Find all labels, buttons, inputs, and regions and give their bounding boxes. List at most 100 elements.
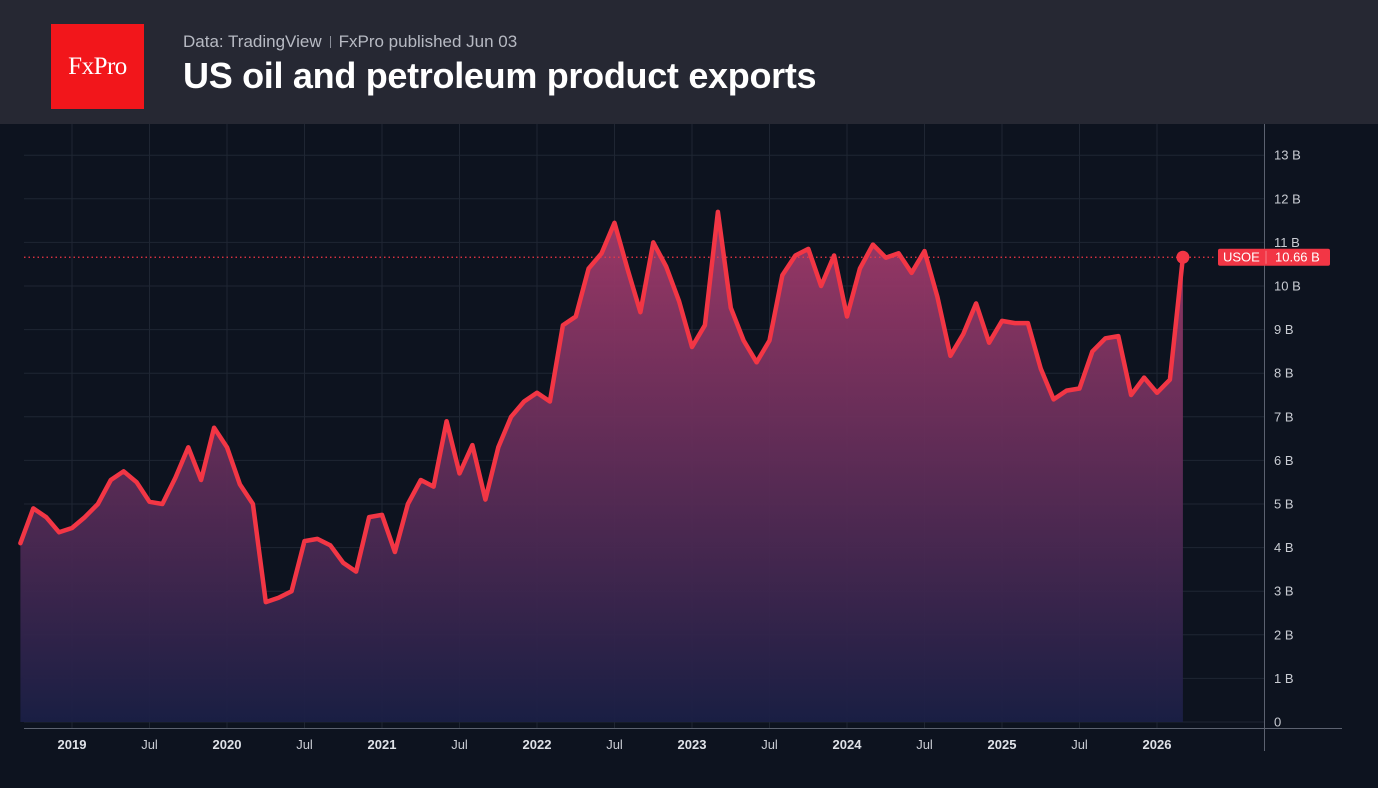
data-point xyxy=(884,256,887,259)
data-point xyxy=(807,248,810,250)
data-point xyxy=(1130,394,1132,396)
data-point xyxy=(523,400,525,403)
data-point xyxy=(691,346,693,348)
meta-separator xyxy=(329,36,331,48)
data-point xyxy=(1001,320,1003,322)
data-point xyxy=(290,590,293,592)
last-value-marker[interactable] xyxy=(1176,250,1190,264)
x-tick-label: Jul xyxy=(1071,737,1088,752)
x-tick-label: 2024 xyxy=(833,737,863,752)
data-point xyxy=(652,241,655,244)
publish-info: FxPro published Jun 03 xyxy=(338,32,518,51)
data-point xyxy=(174,477,177,479)
data-point xyxy=(729,307,732,309)
y-tick-label: 1 B xyxy=(1274,671,1294,686)
data-point xyxy=(587,267,590,270)
chart-meta: Data: TradingView FxPro published Jun 03 xyxy=(183,32,517,52)
x-tick-label: 2021 xyxy=(368,737,397,752)
data-point xyxy=(613,221,616,224)
data-point xyxy=(187,446,190,449)
data-point xyxy=(71,527,73,529)
data-point xyxy=(1027,322,1029,324)
data-point xyxy=(988,341,990,344)
x-tick-label: 2023 xyxy=(678,737,707,752)
data-point xyxy=(626,267,629,270)
data-point xyxy=(510,416,512,418)
data-point xyxy=(846,315,848,318)
data-point xyxy=(419,479,422,481)
data-point xyxy=(678,300,680,303)
y-tick-label: 4 B xyxy=(1274,540,1294,555)
data-point xyxy=(962,333,965,335)
data-point xyxy=(135,481,138,484)
data-point xyxy=(32,507,35,510)
data-point xyxy=(355,570,357,573)
header-bar: FxPro Data: TradingView FxPro published … xyxy=(0,0,1378,124)
data-point xyxy=(97,503,99,505)
x-tick-label: Jul xyxy=(296,737,313,752)
data-point xyxy=(161,503,164,505)
data-point xyxy=(484,498,487,501)
data-point xyxy=(45,516,47,518)
data-point xyxy=(84,516,86,518)
data-point xyxy=(574,315,577,318)
data-point xyxy=(264,601,267,603)
data-point xyxy=(1078,387,1081,390)
x-tick-label: 2025 xyxy=(988,737,1017,752)
fxpro-logo[interactable]: FxPro xyxy=(51,24,144,109)
chart-area[interactable]: 0 1 B 2 B 3 B 4 B 5 B 6 B 7 B 8 B 9 B 10 B 11 B 12 B… xyxy=(0,124,1378,788)
data-point xyxy=(277,596,280,599)
data-point xyxy=(910,272,913,274)
data-point xyxy=(200,479,202,481)
x-tick-label: Jul xyxy=(141,737,158,752)
x-tick-label: Jul xyxy=(761,737,778,752)
area-fill xyxy=(20,211,1183,722)
data-point xyxy=(975,302,977,305)
y-tick-label: 8 B xyxy=(1274,366,1294,381)
data-point xyxy=(109,479,112,481)
y-tick-label: 11 B xyxy=(1274,235,1300,250)
data-point xyxy=(665,265,667,268)
data-point xyxy=(368,516,370,518)
data-point xyxy=(303,540,306,542)
data-point xyxy=(639,311,642,313)
data-point xyxy=(600,252,603,255)
data-point xyxy=(1169,378,1171,381)
data-point xyxy=(859,267,861,270)
data-point xyxy=(1065,389,1068,392)
data-source: Data: TradingView xyxy=(183,32,322,51)
data-point xyxy=(936,296,939,298)
data-point xyxy=(897,252,900,255)
y-tick-label: 2 B xyxy=(1274,627,1294,642)
data-point xyxy=(1014,322,1016,324)
series-points xyxy=(19,211,1184,603)
price-badge-value: 10.66 B xyxy=(1275,250,1320,265)
data-point xyxy=(1104,337,1107,340)
data-point xyxy=(1117,335,1120,337)
x-tick-label: 2020 xyxy=(213,737,242,752)
data-point xyxy=(562,324,564,327)
price-badge-bg xyxy=(1218,248,1330,266)
x-tick-label: Jul xyxy=(451,737,468,752)
x-tick-label: Jul xyxy=(606,737,623,752)
data-point xyxy=(213,426,215,429)
y-tick-label: 9 B xyxy=(1274,322,1294,337)
data-point xyxy=(329,544,332,547)
y-axis-ticks: 0 1 B 2 B 3 B 4 B 5 B 6 B 7 B 8 B 9 B 10 B 11 B 12 B… xyxy=(1274,148,1301,730)
x-tick-label: 2019 xyxy=(58,737,87,752)
data-point xyxy=(122,470,125,473)
data-point xyxy=(407,503,409,505)
y-tick-label: 5 B xyxy=(1274,497,1294,512)
y-tick-label: 12 B xyxy=(1274,191,1301,206)
data-point xyxy=(781,274,784,276)
data-point xyxy=(148,501,151,503)
data-point xyxy=(1143,376,1145,379)
data-point xyxy=(704,324,706,327)
data-point xyxy=(58,531,60,534)
y-tick-label: 3 B xyxy=(1274,584,1294,599)
price-badge[interactable]: USOE 10.66 B xyxy=(1218,248,1330,266)
data-point xyxy=(381,514,383,516)
x-axis-ticks: 2019 Jul 2020 Jul 2021 Jul 2022 Jul 2023 Jul 2024 J… xyxy=(58,737,1172,752)
data-point xyxy=(1091,350,1094,353)
data-point xyxy=(872,243,874,246)
